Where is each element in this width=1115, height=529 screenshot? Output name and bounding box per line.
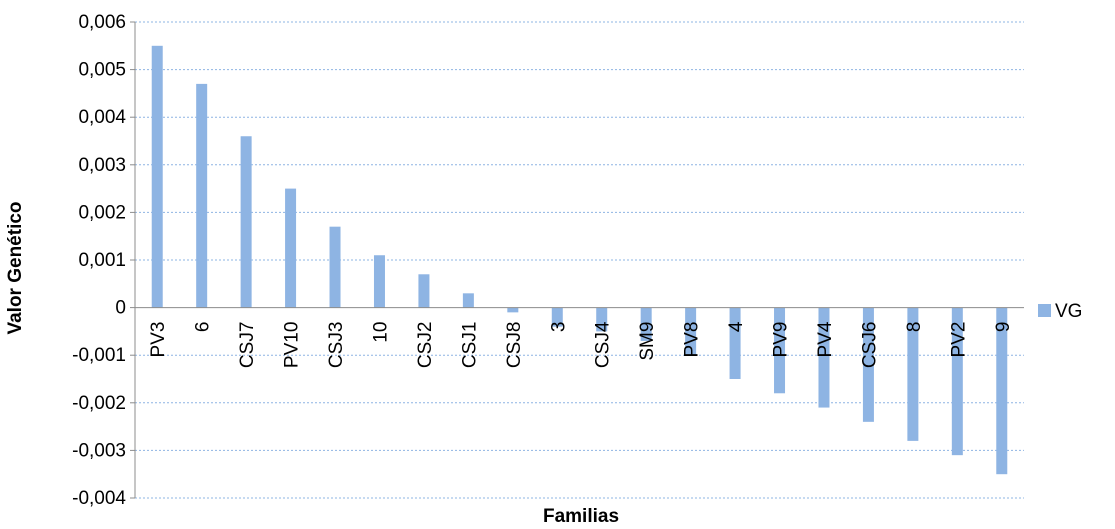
category-label: CSJ7 <box>237 322 258 368</box>
bar-csj3 <box>329 226 341 308</box>
gridlines <box>135 21 1024 499</box>
category-label: 3 <box>548 322 569 333</box>
category-label: PV9 <box>771 322 792 358</box>
bar-9 <box>996 307 1008 475</box>
legend-label-vg: VG <box>1055 301 1082 322</box>
x-axis-title: Familias <box>543 506 619 527</box>
category-label: PV2 <box>948 322 969 358</box>
category-label: 8 <box>904 322 925 333</box>
y-tick-label: 0 <box>115 298 126 319</box>
bar-pv9 <box>774 307 786 394</box>
y-tick-label: 0,002 <box>78 202 126 223</box>
category-labels: PV3 6 CSJ7 PV10 CSJ3 10 CSJ2 CSJ1 CSJ8 3 CSJ4 SM9 PV… <box>148 321 1014 368</box>
bar-csj6 <box>862 307 874 422</box>
category-label: CSJ2 <box>415 322 436 368</box>
bar-csj2 <box>418 274 430 308</box>
y-tick-label: 0,005 <box>78 60 126 81</box>
bar-pv3 <box>151 45 163 308</box>
category-label: PV4 <box>815 321 836 357</box>
y-tick-label: 0,006 <box>78 12 126 33</box>
legend-swatch-vg <box>1038 304 1051 317</box>
bar-pv2 <box>951 307 963 456</box>
bar-sm9 <box>640 307 652 341</box>
category-label: 6 <box>193 322 214 333</box>
y-tick-label: 0,004 <box>78 107 126 128</box>
bar-pv10 <box>285 188 297 308</box>
category-label: CSJ1 <box>459 322 480 368</box>
bars <box>151 45 1008 475</box>
category-label: 9 <box>993 322 1014 333</box>
y-tick-label: -0,003 <box>72 440 126 461</box>
bar-csj4 <box>596 307 608 332</box>
y-tick-label: 0,001 <box>78 250 126 271</box>
category-label: 4 <box>726 321 747 332</box>
category-label: SM9 <box>637 322 658 361</box>
bar-10 <box>373 255 385 308</box>
category-label: PV8 <box>682 322 703 358</box>
y-axis-ticks: -0,004 -0,003 -0,002 -0,001 0 0,001 0,002 0,003… <box>72 12 135 509</box>
y-axis-title: Valor Genético <box>5 201 26 334</box>
bar-csj8 <box>507 307 519 313</box>
category-label: 10 <box>370 322 391 343</box>
y-tick-label: 0,003 <box>78 155 126 176</box>
bar-8 <box>907 307 919 441</box>
bar-3 <box>551 307 563 327</box>
y-tick-label: -0,001 <box>72 345 126 366</box>
y-tick-label: -0,004 <box>72 488 126 509</box>
category-label: CSJ6 <box>859 322 880 368</box>
bar-4 <box>729 307 741 379</box>
category-label: CSJ4 <box>593 321 614 368</box>
bar-csj1 <box>462 293 474 308</box>
category-label: CSJ8 <box>504 322 525 368</box>
bar-pv4 <box>818 307 830 408</box>
bar-pv8 <box>685 307 697 356</box>
category-label: CSJ3 <box>326 322 347 368</box>
bar-6 <box>196 83 208 308</box>
legend: VG <box>1038 301 1082 322</box>
category-label: PV3 <box>148 322 169 358</box>
y-tick-label: -0,002 <box>72 393 126 414</box>
bar-csj7 <box>240 136 252 308</box>
category-label: PV10 <box>282 322 303 368</box>
